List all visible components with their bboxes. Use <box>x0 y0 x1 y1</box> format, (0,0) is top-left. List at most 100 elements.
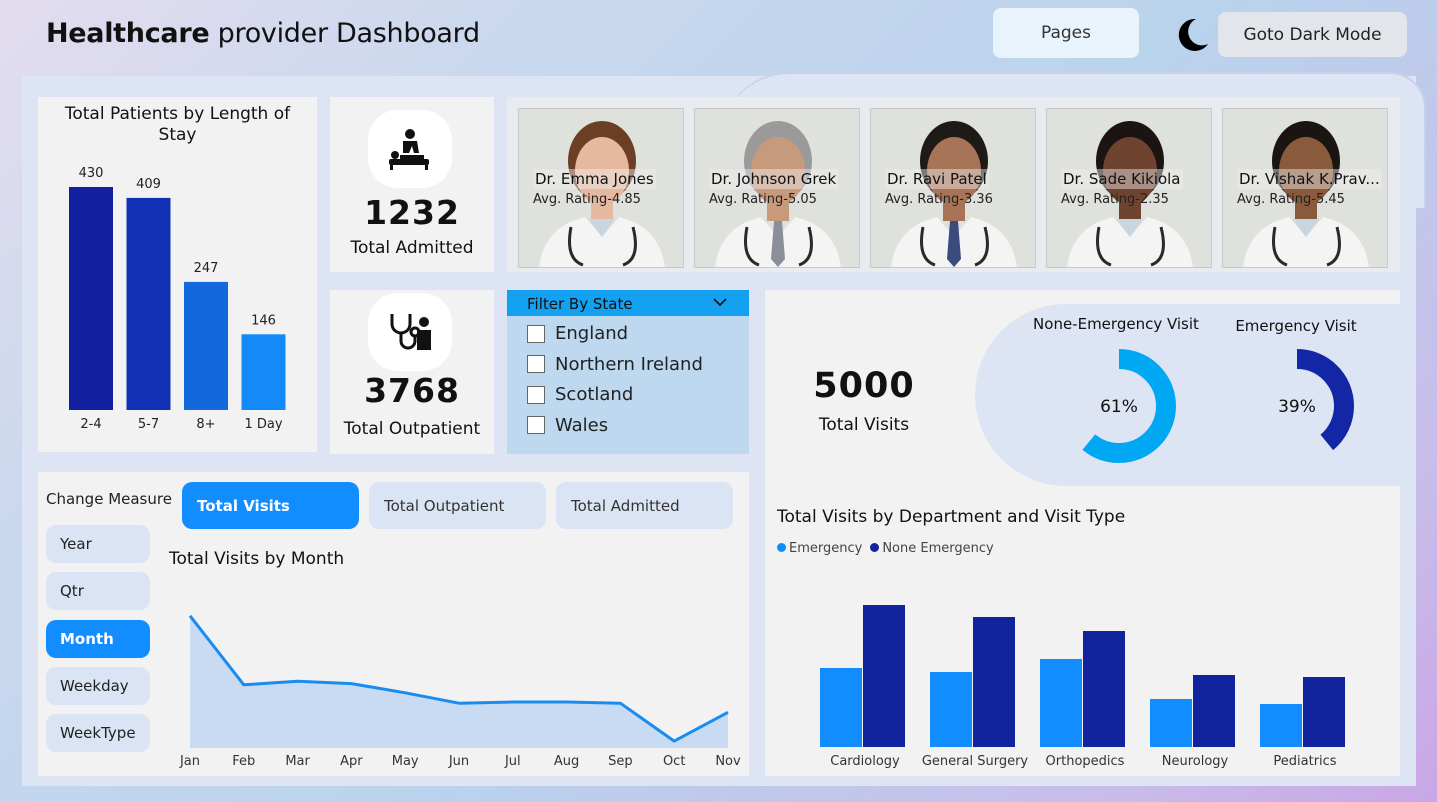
month-chart-title: Total Visits by Month <box>169 549 345 569</box>
page-title: Healthcare provider Dashboard <box>46 18 480 49</box>
outpatient-label: Total Outpatient <box>343 419 481 439</box>
donut-chart: 61% <box>1062 349 1176 463</box>
filter-option-label: Northern Ireland <box>555 353 703 375</box>
checkbox[interactable] <box>527 416 545 434</box>
donut-chart: 39% <box>1240 349 1354 463</box>
los-category-label: 5-7 <box>138 417 159 432</box>
month-axis-label: Jun <box>448 754 469 769</box>
dept-bar <box>1303 677 1345 747</box>
filter-option-label: England <box>555 323 629 344</box>
chevron-down-icon[interactable] <box>713 298 727 306</box>
dept-visit-chart: Cardiology General Surgery Orthopedics Neur… <box>820 605 1345 769</box>
total-visits-label: Total Visits <box>818 415 910 435</box>
dept-bar <box>1260 704 1302 747</box>
donut-arc <box>1062 349 1176 463</box>
donut-band <box>975 304 1400 486</box>
doctor-photo <box>1047 109 1211 267</box>
month-axis-label: Feb <box>232 754 255 769</box>
month-axis-label: Nov <box>715 754 741 769</box>
measure-tab[interactable]: Total Admitted <box>556 482 733 529</box>
los-category-label: 1 Day <box>244 417 282 432</box>
dept-category-label: Pediatrics <box>1273 754 1336 769</box>
admitted-value: 1232 <box>364 193 460 232</box>
los-value-label: 409 <box>136 177 161 192</box>
dept-bar <box>1083 631 1125 747</box>
admitted-label: Total Admitted <box>350 238 474 258</box>
state-filter-header[interactable]: Filter By State <box>507 290 749 316</box>
donut-percent: 61% <box>1100 397 1138 417</box>
admitted-card: 1232 Total Admitted <box>330 97 494 272</box>
checkbox[interactable] <box>527 355 545 373</box>
doctor-name: Dr. Vishak K.Prav... <box>1237 169 1382 189</box>
legend-item[interactable]: None Emergency <box>870 541 994 556</box>
change-measure-label: Change Measure <box>46 490 172 508</box>
doctor-card[interactable]: Dr. Sade Kikiola Avg. Rating-2.35 <box>1046 108 1212 268</box>
doctor-photo <box>519 109 683 267</box>
measure-option[interactable]: Qtr <box>46 572 150 611</box>
measure-option[interactable]: Month <box>46 619 150 658</box>
month-axis-label: Oct <box>663 754 685 769</box>
month-area <box>190 615 728 748</box>
dept-category-label: Neurology <box>1162 754 1229 769</box>
dept-chart-title: Total Visits by Department and Visit Typ… <box>777 507 1126 527</box>
doctor-rating: Avg. Rating-5.05 <box>709 192 817 207</box>
donut-label: Emergency Visit <box>1235 317 1357 335</box>
dept-bar <box>1193 675 1235 747</box>
doctor-card[interactable]: Dr. Johnson Grek Avg. Rating-5.05 <box>694 108 860 268</box>
filter-option-label: Scotland <box>555 384 634 405</box>
dept-bar <box>1040 659 1082 747</box>
doctor-card[interactable]: Dr. Vishak K.Prav... Avg. Rating-5.45 <box>1222 108 1388 268</box>
total-visits-value: 5000 <box>813 366 915 406</box>
doctor-name: Dr. Ravi Patel <box>885 169 989 189</box>
measure-tab[interactable]: Total Outpatient <box>369 482 546 529</box>
doctor-photo <box>1223 109 1387 267</box>
stethoscope-person-icon <box>368 293 452 371</box>
filter-option[interactable]: Scotland <box>527 384 633 405</box>
filter-option[interactable]: Wales <box>527 415 608 436</box>
state-filter: Filter By State England Northern Ireland S… <box>507 290 749 454</box>
checkbox[interactable] <box>527 324 545 343</box>
doctor-name: Dr. Sade Kikiola <box>1061 169 1183 189</box>
dept-bar <box>930 672 972 747</box>
measure-option[interactable]: Year <box>46 525 150 563</box>
month-axis-label: May <box>392 754 419 769</box>
doctor-rating: Avg. Rating-3.36 <box>885 192 993 207</box>
outpatient-value: 3768 <box>364 371 460 410</box>
month-axis-label: Aug <box>554 754 579 769</box>
measure-tab[interactable]: Total Visits <box>182 482 359 529</box>
pages-button[interactable]: Pages <box>993 8 1139 58</box>
los-category-label: 8+ <box>196 417 215 432</box>
doctor-rating: Avg. Rating-4.85 <box>533 192 641 207</box>
length-of-stay-chart: 430 2-4 409 5-7 247 8+ 146 1 Day <box>69 166 286 432</box>
doctor-card[interactable]: Dr. Ravi Patel Avg. Rating-3.36 <box>870 108 1036 268</box>
los-category-label: 2-4 <box>80 417 101 432</box>
filter-option[interactable]: Northern Ireland <box>527 354 703 375</box>
dept-category-label: Cardiology <box>830 754 900 769</box>
los-bar <box>241 334 286 410</box>
length-of-stay-card: Total Patients by Length of Stay 430 2-4 4… <box>38 97 317 452</box>
legend-item[interactable]: Emergency <box>777 541 862 556</box>
checkbox[interactable] <box>527 385 545 404</box>
los-bar <box>184 281 228 410</box>
length-of-stay-title: Total Patients by Length of Stay <box>64 104 291 145</box>
month-axis-label: Sep <box>608 754 633 769</box>
filter-option-label: Wales <box>555 414 609 436</box>
filter-option[interactable]: England <box>527 323 628 344</box>
dark-mode-button[interactable]: Goto Dark Mode <box>1218 12 1407 57</box>
doctor-name: Dr. Emma Jones <box>533 169 656 189</box>
doctor-rating: Avg. Rating-2.35 <box>1061 192 1169 207</box>
donut-label: None-Emergency Visit <box>1033 315 1199 333</box>
dept-category-label: General Surgery <box>922 754 1029 769</box>
measure-option[interactable]: WeekType <box>46 714 150 753</box>
measure-option[interactable]: Weekday <box>46 666 150 705</box>
dept-bar <box>1150 699 1192 747</box>
doctor-photo <box>871 109 1035 267</box>
dept-bar <box>820 668 862 747</box>
los-value-label: 430 <box>79 166 104 181</box>
doctor-photo <box>695 109 859 267</box>
doctors-panel: Dr. Emma Jones Avg. Rating-4.85 Dr. Johnso… <box>507 97 1400 272</box>
month-axis-label: Jul <box>504 754 521 769</box>
doctor-card[interactable]: Dr. Emma Jones Avg. Rating-4.85 <box>518 108 684 268</box>
los-value-label: 247 <box>194 261 219 276</box>
moon-icon[interactable] <box>1172 16 1210 54</box>
